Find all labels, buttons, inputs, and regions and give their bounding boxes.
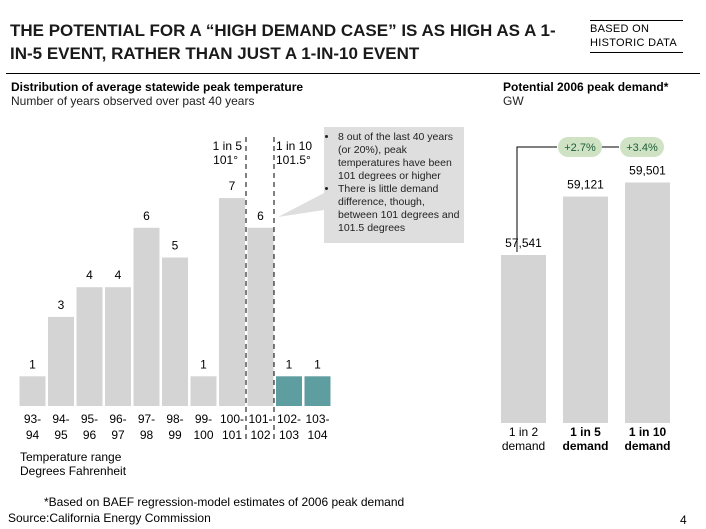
growth-arrows: +2.7% +3.4% [516, 137, 664, 252]
hist-bar-3 [105, 287, 131, 406]
hist-tick-bottom-4: 98 [140, 428, 154, 442]
left-panel-title: Distribution of average statewide peak t… [11, 80, 304, 94]
hist-tick-top-8: 101- [248, 412, 272, 426]
hist-tick-bottom-2: 96 [83, 428, 97, 442]
hist-bar-8 [247, 227, 274, 406]
hist-tick-top-9: 102- [277, 412, 301, 426]
hist-tick-bottom-3: 97 [111, 428, 125, 442]
hist-tick-bottom-7: 101 [222, 428, 242, 442]
hist-tick-bottom-9: 103 [279, 428, 299, 442]
hist-value-label-2: 4 [86, 268, 93, 282]
growth-connector-line [516, 146, 557, 252]
historic-data-badge: BASED ON HISTORIC DATA [590, 20, 683, 53]
threshold-markers: 1 in 5 101° 1 in 10 101.5° [213, 137, 312, 443]
temperature-histogram: 1 93- 94 3 94- 95 4 95- 96 4 96- 97 6 97- 98 5 98- 99 1 99-… [19, 179, 331, 442]
hist-value-label-5: 5 [172, 239, 179, 253]
hist-bar-6 [190, 376, 217, 406]
hist-tick-top-1: 94- [52, 412, 69, 426]
demand-category-line1-1: 1 in 5 [570, 425, 601, 439]
hist-tick-bottom-6: 100 [193, 428, 213, 442]
page-title: THE POTENTIAL FOR A “HIGH DEMAND CASE” I… [10, 21, 556, 63]
demand-category-line2-2: demand [624, 439, 670, 453]
marker-1in5-label: 1 in 5 [213, 139, 243, 153]
increase-2-label: +3.4% [626, 142, 658, 154]
callout-bubble [278, 127, 464, 243]
hist-tick-top-6: 99- [195, 412, 212, 426]
demand-value-label-2: 59,501 [629, 163, 666, 177]
hist-bar-4 [133, 227, 160, 406]
hist-tick-top-10: 103- [305, 412, 329, 426]
badge-line-2: HISTORIC DATA [590, 37, 678, 49]
increase-1-pill [558, 137, 602, 157]
marker-1in10-value: 101.5° [276, 153, 311, 167]
hist-tick-top-2: 95- [81, 412, 98, 426]
footnote: *Based on BAEF regression-model estimate… [44, 495, 405, 509]
marker-1in10-label: 1 in 10 [276, 139, 312, 153]
source-line: Source:California Energy Commission [8, 511, 211, 525]
increase-1-label: +2.7% [564, 142, 596, 154]
hist-bar-1 [48, 316, 74, 406]
marker-1in5-value: 101° [213, 153, 238, 167]
hist-tick-bottom-1: 95 [54, 428, 68, 442]
hist-value-label-7: 7 [229, 179, 236, 193]
demand-category-line1-2: 1 in 10 [629, 425, 667, 439]
hist-bar-2 [76, 287, 103, 406]
hist-value-label-0: 1 [29, 357, 36, 371]
hist-tick-bottom-5: 99 [168, 428, 182, 442]
hist-bar-10 [304, 376, 331, 406]
demand-category-line2-1: demand [562, 439, 608, 453]
hist-value-label-1: 3 [58, 298, 65, 312]
hist-bar-5 [162, 257, 188, 406]
callout-bullet-list: 8 out of the last 40 years (or 20%), pea… [326, 131, 460, 235]
hist-value-label-9: 1 [286, 357, 293, 371]
xaxis-title: Temperature range [20, 450, 122, 464]
demand-value-label-1: 59,121 [567, 178, 604, 192]
callout-bullet-2: There is little demand difference, thoug… [338, 183, 460, 235]
demand-bar-0 [501, 255, 546, 423]
demand-bar-2 [625, 182, 670, 423]
increase-2-pill [620, 137, 664, 157]
demand-value-label-0: 57,541 [505, 236, 542, 250]
hist-bar-9 [276, 376, 302, 406]
hist-tick-top-7: 100- [220, 412, 244, 426]
xaxis-subtitle: Degrees Fahrenheit [20, 464, 127, 478]
callout-text: 8 out of the last 40 years (or 20%), pea… [326, 131, 460, 235]
hist-value-label-6: 1 [200, 357, 207, 371]
hist-value-label-3: 4 [115, 268, 122, 282]
hist-tick-top-0: 93- [24, 412, 41, 426]
left-panel-subtitle: Number of years observed over past 40 ye… [11, 94, 255, 108]
demand-bar-1 [563, 196, 608, 423]
hist-value-label-8: 6 [257, 209, 264, 223]
hist-value-label-10: 1 [314, 357, 321, 371]
right-panel-title: Potential 2006 peak demand* [503, 80, 669, 94]
page-number: 4 [680, 513, 687, 527]
right-panel-subtitle: GW [503, 94, 524, 108]
hist-value-label-4: 6 [143, 209, 150, 223]
hist-tick-top-3: 96- [109, 412, 126, 426]
hist-bar-7 [219, 198, 245, 406]
demand-category-line2-0: demand [502, 439, 545, 453]
hist-tick-bottom-10: 104 [307, 428, 327, 442]
hist-bar-0 [19, 376, 46, 406]
header-divider [6, 73, 700, 74]
hist-tick-bottom-8: 102 [250, 428, 270, 442]
hist-tick-top-4: 97- [138, 412, 155, 426]
demand-category-line1-0: 1 in 2 [509, 425, 539, 439]
hist-tick-bottom-0: 94 [26, 428, 40, 442]
hist-tick-top-5: 98- [166, 412, 183, 426]
badge-line-1: BASED ON [590, 23, 650, 35]
callout-bullet-1: 8 out of the last 40 years (or 20%), pea… [338, 131, 460, 183]
